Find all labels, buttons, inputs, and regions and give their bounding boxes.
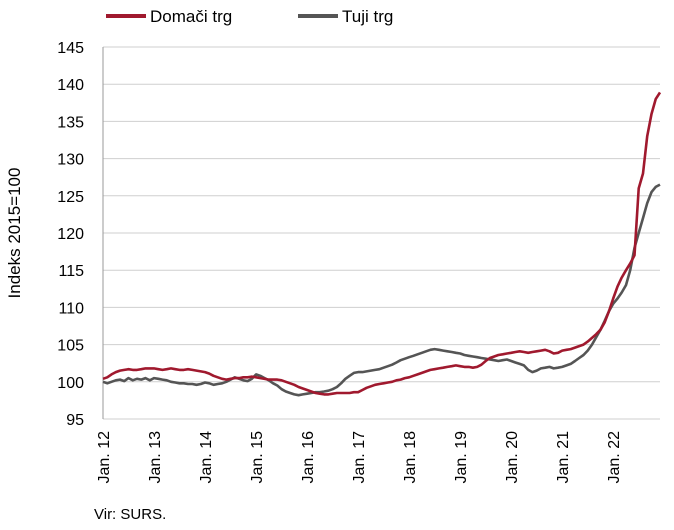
x-tick-label: Jan. 17: [351, 431, 368, 484]
x-tick-label: Jan. 21: [555, 431, 572, 484]
y-tick-label: 140: [57, 77, 84, 94]
x-tick-label: Jan. 20: [504, 431, 521, 484]
y-tick-label: 125: [57, 189, 84, 206]
y-tick-label: 100: [57, 375, 84, 392]
series-lines: [102, 91, 662, 397]
y-tick-label: 115: [58, 263, 84, 280]
y-tick-label: 135: [57, 114, 84, 131]
grid-lines: [102, 46, 660, 420]
x-axis-ticks: Jan. 12 Jan. 13 Jan. 14 Jan. 15 Jan. 16 Jan. …: [96, 431, 623, 484]
series-line-domaci: [102, 91, 662, 396]
legend-label-tuji: Tuji trg: [342, 7, 393, 26]
y-tick-label: 120: [57, 226, 84, 243]
x-tick-label: Jan. 14: [198, 431, 215, 484]
y-axis-ticks: 95 100 105 110 115 120 125 130 135 140 145: [57, 40, 84, 429]
source-note: Vir: SURS.: [94, 506, 167, 523]
x-tick-label: Jan. 12: [96, 431, 113, 484]
x-tick-label: Jan. 22: [606, 431, 623, 484]
y-tick-label: 105: [57, 338, 84, 355]
y-tick-label: 110: [58, 300, 84, 317]
y-axis-label: Indeks 2015=100: [5, 168, 24, 299]
x-tick-label: Jan. 16: [300, 431, 317, 484]
y-tick-label: 95: [66, 412, 84, 429]
x-tick-label: Jan. 19: [453, 431, 470, 484]
x-tick-label: Jan. 13: [147, 431, 164, 484]
legend: Domači trg Tuji trg: [106, 7, 393, 26]
x-tick-label: Jan. 18: [402, 431, 419, 484]
series-line-tuji: [102, 183, 661, 397]
legend-label-domaci: Domači trg: [150, 7, 232, 26]
y-tick-label: 130: [57, 152, 84, 169]
x-tick-label: Jan. 15: [249, 431, 266, 484]
y-tick-label: 145: [57, 40, 84, 57]
